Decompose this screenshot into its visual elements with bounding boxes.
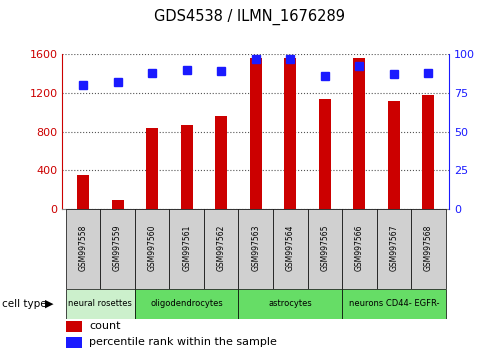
Bar: [181, 125, 193, 209]
Bar: [135, 289, 239, 319]
Bar: [342, 289, 446, 319]
Bar: [388, 101, 400, 209]
Text: GSM997558: GSM997558: [78, 224, 88, 270]
Text: GSM997560: GSM997560: [148, 224, 157, 271]
Text: GSM997563: GSM997563: [251, 224, 260, 271]
Bar: [170, 209, 204, 289]
Text: GSM997565: GSM997565: [320, 224, 329, 271]
Bar: [273, 209, 307, 289]
Bar: [135, 209, 170, 289]
Text: GSM997568: GSM997568: [424, 224, 433, 270]
Bar: [307, 209, 342, 289]
Text: GSM997562: GSM997562: [217, 224, 226, 270]
Bar: [66, 337, 82, 348]
Bar: [319, 98, 331, 209]
Bar: [66, 289, 135, 319]
Text: GSM997564: GSM997564: [286, 224, 295, 271]
Text: percentile rank within the sample: percentile rank within the sample: [89, 337, 277, 348]
Bar: [377, 209, 411, 289]
Bar: [66, 321, 82, 332]
Bar: [77, 175, 89, 209]
Text: GSM997567: GSM997567: [389, 224, 398, 271]
Bar: [146, 128, 158, 209]
Text: oligodendrocytes: oligodendrocytes: [150, 299, 223, 308]
Bar: [215, 116, 227, 209]
Bar: [100, 209, 135, 289]
Text: count: count: [89, 321, 121, 331]
Bar: [422, 95, 435, 209]
Bar: [353, 58, 365, 209]
Text: cell type: cell type: [2, 299, 47, 309]
Text: neural rosettes: neural rosettes: [68, 299, 132, 308]
Bar: [239, 209, 273, 289]
Text: GSM997559: GSM997559: [113, 224, 122, 271]
Bar: [250, 58, 262, 209]
Bar: [411, 209, 446, 289]
Text: GSM997566: GSM997566: [355, 224, 364, 271]
Bar: [342, 209, 377, 289]
Text: ▶: ▶: [45, 299, 53, 309]
Text: neurons CD44- EGFR-: neurons CD44- EGFR-: [349, 299, 439, 308]
Text: GDS4538 / ILMN_1676289: GDS4538 / ILMN_1676289: [154, 9, 345, 25]
Bar: [239, 289, 342, 319]
Bar: [66, 209, 100, 289]
Text: astrocytes: astrocytes: [268, 299, 312, 308]
Bar: [204, 209, 239, 289]
Bar: [284, 58, 296, 209]
Bar: [112, 200, 124, 209]
Text: GSM997561: GSM997561: [182, 224, 191, 270]
